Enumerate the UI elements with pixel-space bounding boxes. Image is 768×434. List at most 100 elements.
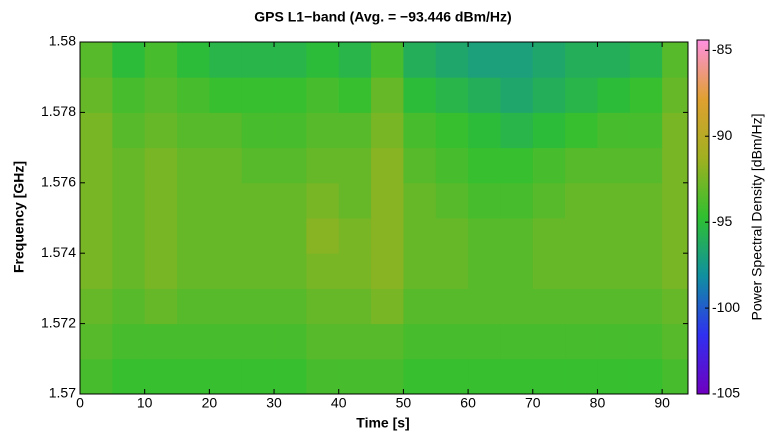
heatmap-cell	[80, 323, 113, 360]
heatmap-cell	[306, 288, 340, 325]
heatmap-cell	[532, 218, 566, 254]
heatmap-cell	[209, 42, 243, 78]
heatmap-cell	[468, 112, 501, 149]
heatmap-cell	[177, 77, 210, 113]
heatmap-cell	[177, 147, 210, 184]
heatmap-cell	[80, 182, 113, 219]
heatmap-cell	[500, 323, 534, 360]
x-tick-label: 10	[137, 395, 153, 411]
heatmap-cell	[662, 182, 688, 219]
heatmap-cell	[371, 182, 404, 219]
heatmap-cell	[629, 358, 663, 394]
heatmap-cell	[662, 218, 688, 254]
heatmap-cell	[435, 147, 469, 184]
heatmap-cell	[144, 323, 178, 360]
heatmap-cell	[629, 112, 663, 149]
heatmap-cell	[371, 218, 404, 254]
heatmap-cell	[241, 253, 275, 289]
y-tick-label: 1.572	[41, 314, 76, 330]
heatmap-cell	[274, 358, 307, 394]
heatmap-cell	[80, 218, 113, 254]
heatmap	[80, 42, 688, 394]
heatmap-cell	[500, 112, 534, 149]
heatmap-cell	[435, 253, 469, 289]
heatmap-cell	[597, 288, 631, 325]
heatmap-cell	[144, 182, 178, 219]
heatmap-cell	[306, 42, 340, 78]
heatmap-cell	[662, 147, 688, 184]
heatmap-cell	[306, 182, 340, 219]
heatmap-cell	[112, 288, 146, 325]
heatmap-cell	[306, 358, 340, 394]
heatmap-cell	[435, 358, 469, 394]
heatmap-cell	[468, 253, 501, 289]
x-tick-label: 30	[266, 395, 282, 411]
heatmap-cell	[112, 358, 146, 394]
heatmap-cell	[306, 323, 340, 360]
heatmap-cell	[597, 253, 631, 289]
heatmap-cell	[662, 77, 688, 113]
heatmap-cell	[597, 77, 631, 113]
heatmap-cell	[112, 323, 146, 360]
heatmap-cell	[565, 288, 598, 325]
heatmap-cell	[241, 218, 275, 254]
heatmap-cell	[209, 182, 243, 219]
x-tick-label: 20	[202, 395, 218, 411]
heatmap-cell	[274, 323, 307, 360]
heatmap-cell	[597, 323, 631, 360]
x-tick-label: 40	[331, 395, 347, 411]
heatmap-cell	[241, 358, 275, 394]
heatmap-cell	[500, 182, 534, 219]
heatmap-cell	[274, 42, 307, 78]
heatmap-cell	[241, 288, 275, 325]
heatmap-cell	[112, 42, 146, 78]
heatmap-cell	[500, 253, 534, 289]
colorbar-tick-label: -95	[712, 213, 732, 229]
heatmap-cell	[371, 323, 404, 360]
heatmap-cell	[403, 323, 437, 360]
heatmap-cell	[468, 323, 501, 360]
heatmap-cell	[629, 253, 663, 289]
heatmap-cell	[306, 147, 340, 184]
x-tick-label: 90	[654, 395, 670, 411]
heatmap-cell	[371, 112, 404, 149]
heatmap-cell	[435, 77, 469, 113]
heatmap-cell	[144, 112, 178, 149]
heatmap-cell	[403, 358, 437, 394]
heatmap-cell	[597, 358, 631, 394]
heatmap-cell	[177, 112, 210, 149]
plot-frame	[79, 41, 689, 395]
heatmap-cell	[371, 358, 404, 394]
heatmap-cell	[80, 253, 113, 289]
heatmap-cell	[435, 218, 469, 254]
heatmap-cell	[468, 77, 501, 113]
heatmap-cell	[112, 182, 146, 219]
heatmap-cell	[177, 182, 210, 219]
x-tick-label: 70	[525, 395, 541, 411]
heatmap-cell	[532, 147, 566, 184]
heatmap-cell	[338, 358, 372, 394]
heatmap-cell	[565, 323, 598, 360]
heatmap-cell	[629, 42, 663, 78]
heatmap-cell	[241, 112, 275, 149]
heatmap-cell	[209, 218, 243, 254]
heatmap-cell	[500, 218, 534, 254]
heatmap-cell	[532, 112, 566, 149]
heatmap-cell	[468, 42, 501, 78]
x-tick-label: 50	[396, 395, 412, 411]
heatmap-cell	[177, 218, 210, 254]
heatmap-cell	[565, 358, 598, 394]
heatmap-cell	[597, 218, 631, 254]
heatmap-cell	[209, 358, 243, 394]
chart-title: GPS L1−band (Avg. = −93.446 dBm/Hz)	[254, 9, 511, 25]
heatmap-cell	[629, 182, 663, 219]
x-axis-label: Time [s]	[356, 415, 409, 431]
heatmap-cell	[112, 77, 146, 113]
heatmap-cell	[565, 253, 598, 289]
heatmap-cell	[662, 253, 688, 289]
x-tick-label: 80	[590, 395, 606, 411]
heatmap-cell	[500, 288, 534, 325]
heatmap-cell	[144, 77, 178, 113]
heatmap-cell	[662, 288, 688, 325]
